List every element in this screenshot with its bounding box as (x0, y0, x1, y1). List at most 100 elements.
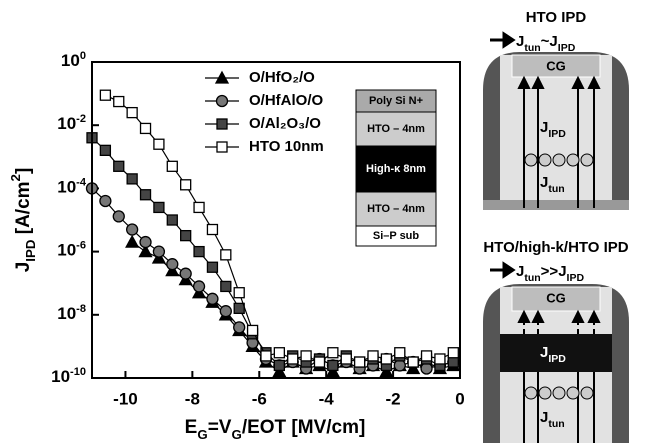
text-part: tun (548, 418, 564, 430)
relation: Jtun~JIPD (516, 33, 576, 54)
text-part: ~J (541, 33, 558, 50)
text-part: J (540, 409, 548, 426)
y-tick-label: 10-6 (57, 240, 86, 261)
marker (219, 305, 232, 318)
y-tick-label: 10-10 (51, 366, 86, 387)
x-tick-label: 0 (455, 389, 464, 408)
marker (260, 350, 272, 362)
cg-label: CG (546, 290, 566, 305)
marker (166, 160, 178, 172)
legend-marker (216, 118, 228, 130)
tun-label: Jtun (540, 409, 565, 430)
inset-label: Si–P sub (373, 230, 420, 242)
text-part: J (540, 344, 548, 361)
legend-label: HTO 10nm (249, 138, 324, 155)
text-part: [A/cm (13, 181, 34, 239)
text-part: =V (208, 417, 232, 438)
legend-label: O/Al₂O₃/O (249, 115, 321, 132)
marker (153, 201, 165, 214)
marker (327, 359, 339, 372)
y-tick-label: 10-4 (57, 176, 87, 197)
marker (113, 95, 125, 108)
arrows (517, 309, 601, 443)
diagram-title: HTO IPD (526, 9, 587, 26)
y-axis-label: JIPD [A/cm2] (8, 168, 38, 273)
marker (99, 194, 112, 208)
charges (524, 386, 594, 400)
x-tick-label: -10 (113, 389, 138, 408)
x-tick-label: -8 (185, 389, 200, 408)
x-tick-label: -2 (386, 389, 401, 408)
marker (300, 350, 312, 362)
ipd-label: JIPD (540, 119, 566, 140)
marker (313, 356, 326, 368)
text-part: >>J (541, 263, 567, 280)
inset-label: HTO – 4nm (367, 203, 425, 215)
arrow-icon (490, 31, 516, 49)
text-part: ] (13, 168, 34, 174)
marker (113, 160, 125, 172)
marker (125, 223, 139, 236)
inset-layer (355, 225, 437, 247)
ipd-label: JIPD (540, 344, 566, 365)
series-line (91, 187, 454, 370)
x-tick-label: -6 (252, 389, 267, 408)
x-axis-label: EG=VG/EOT [MV/cm] (185, 417, 366, 442)
y-tick-label: 10-8 (57, 303, 86, 324)
marker (99, 89, 112, 101)
marker (139, 122, 152, 135)
marker (407, 356, 419, 368)
marker (99, 144, 112, 156)
cg (511, 286, 601, 312)
text-part: IPD (548, 128, 566, 140)
marker (126, 106, 138, 119)
cg-label: CG (546, 58, 566, 73)
text-part: IPD (548, 353, 566, 365)
series-line (91, 137, 454, 367)
marker (420, 350, 433, 362)
marker (206, 292, 219, 305)
text-part: J (516, 263, 524, 280)
legend-marker (216, 141, 228, 153)
marker (179, 267, 192, 280)
text-part: E (185, 417, 198, 438)
text-part: J (540, 174, 548, 191)
tun-label: Jtun (540, 174, 565, 195)
cg (511, 54, 601, 78)
text-part: 2 (8, 174, 23, 181)
marker (125, 234, 140, 248)
marker (420, 362, 433, 375)
legend-label: O/HfAlO/O (249, 92, 323, 109)
diagram-hto: HTO IPD Jtun~JIPD CG JIPD Jtun (483, 9, 629, 210)
plot-frame (91, 61, 461, 379)
marker (193, 245, 205, 258)
marker (139, 189, 152, 201)
arrow-icon (490, 261, 516, 279)
marker (206, 261, 219, 273)
diagram-title: HTO/high-k/HTO IPD (483, 239, 628, 256)
inset-label: Poly Si N+ (369, 95, 423, 107)
marker (273, 347, 285, 359)
legend-marker (215, 94, 229, 108)
x-tick-label: -4 (319, 389, 335, 408)
y-tick-label: 10-2 (57, 113, 86, 134)
text-part: IPD (567, 272, 585, 284)
text-part: G (197, 427, 207, 442)
marker (180, 229, 192, 242)
text-part: IPD (558, 42, 576, 54)
high-k (500, 334, 612, 372)
legend-label: O/HfO₂/O (249, 69, 315, 86)
marker (233, 287, 245, 299)
inset-layer (355, 191, 437, 227)
marker (233, 302, 245, 314)
text-part: IPD (23, 239, 38, 262)
marker (112, 210, 125, 223)
marker (273, 359, 285, 372)
marker (394, 347, 406, 359)
legend-marker (214, 70, 230, 84)
marker (353, 356, 366, 368)
text-part: tun (548, 183, 564, 195)
marker (206, 223, 219, 236)
marker (447, 356, 459, 368)
